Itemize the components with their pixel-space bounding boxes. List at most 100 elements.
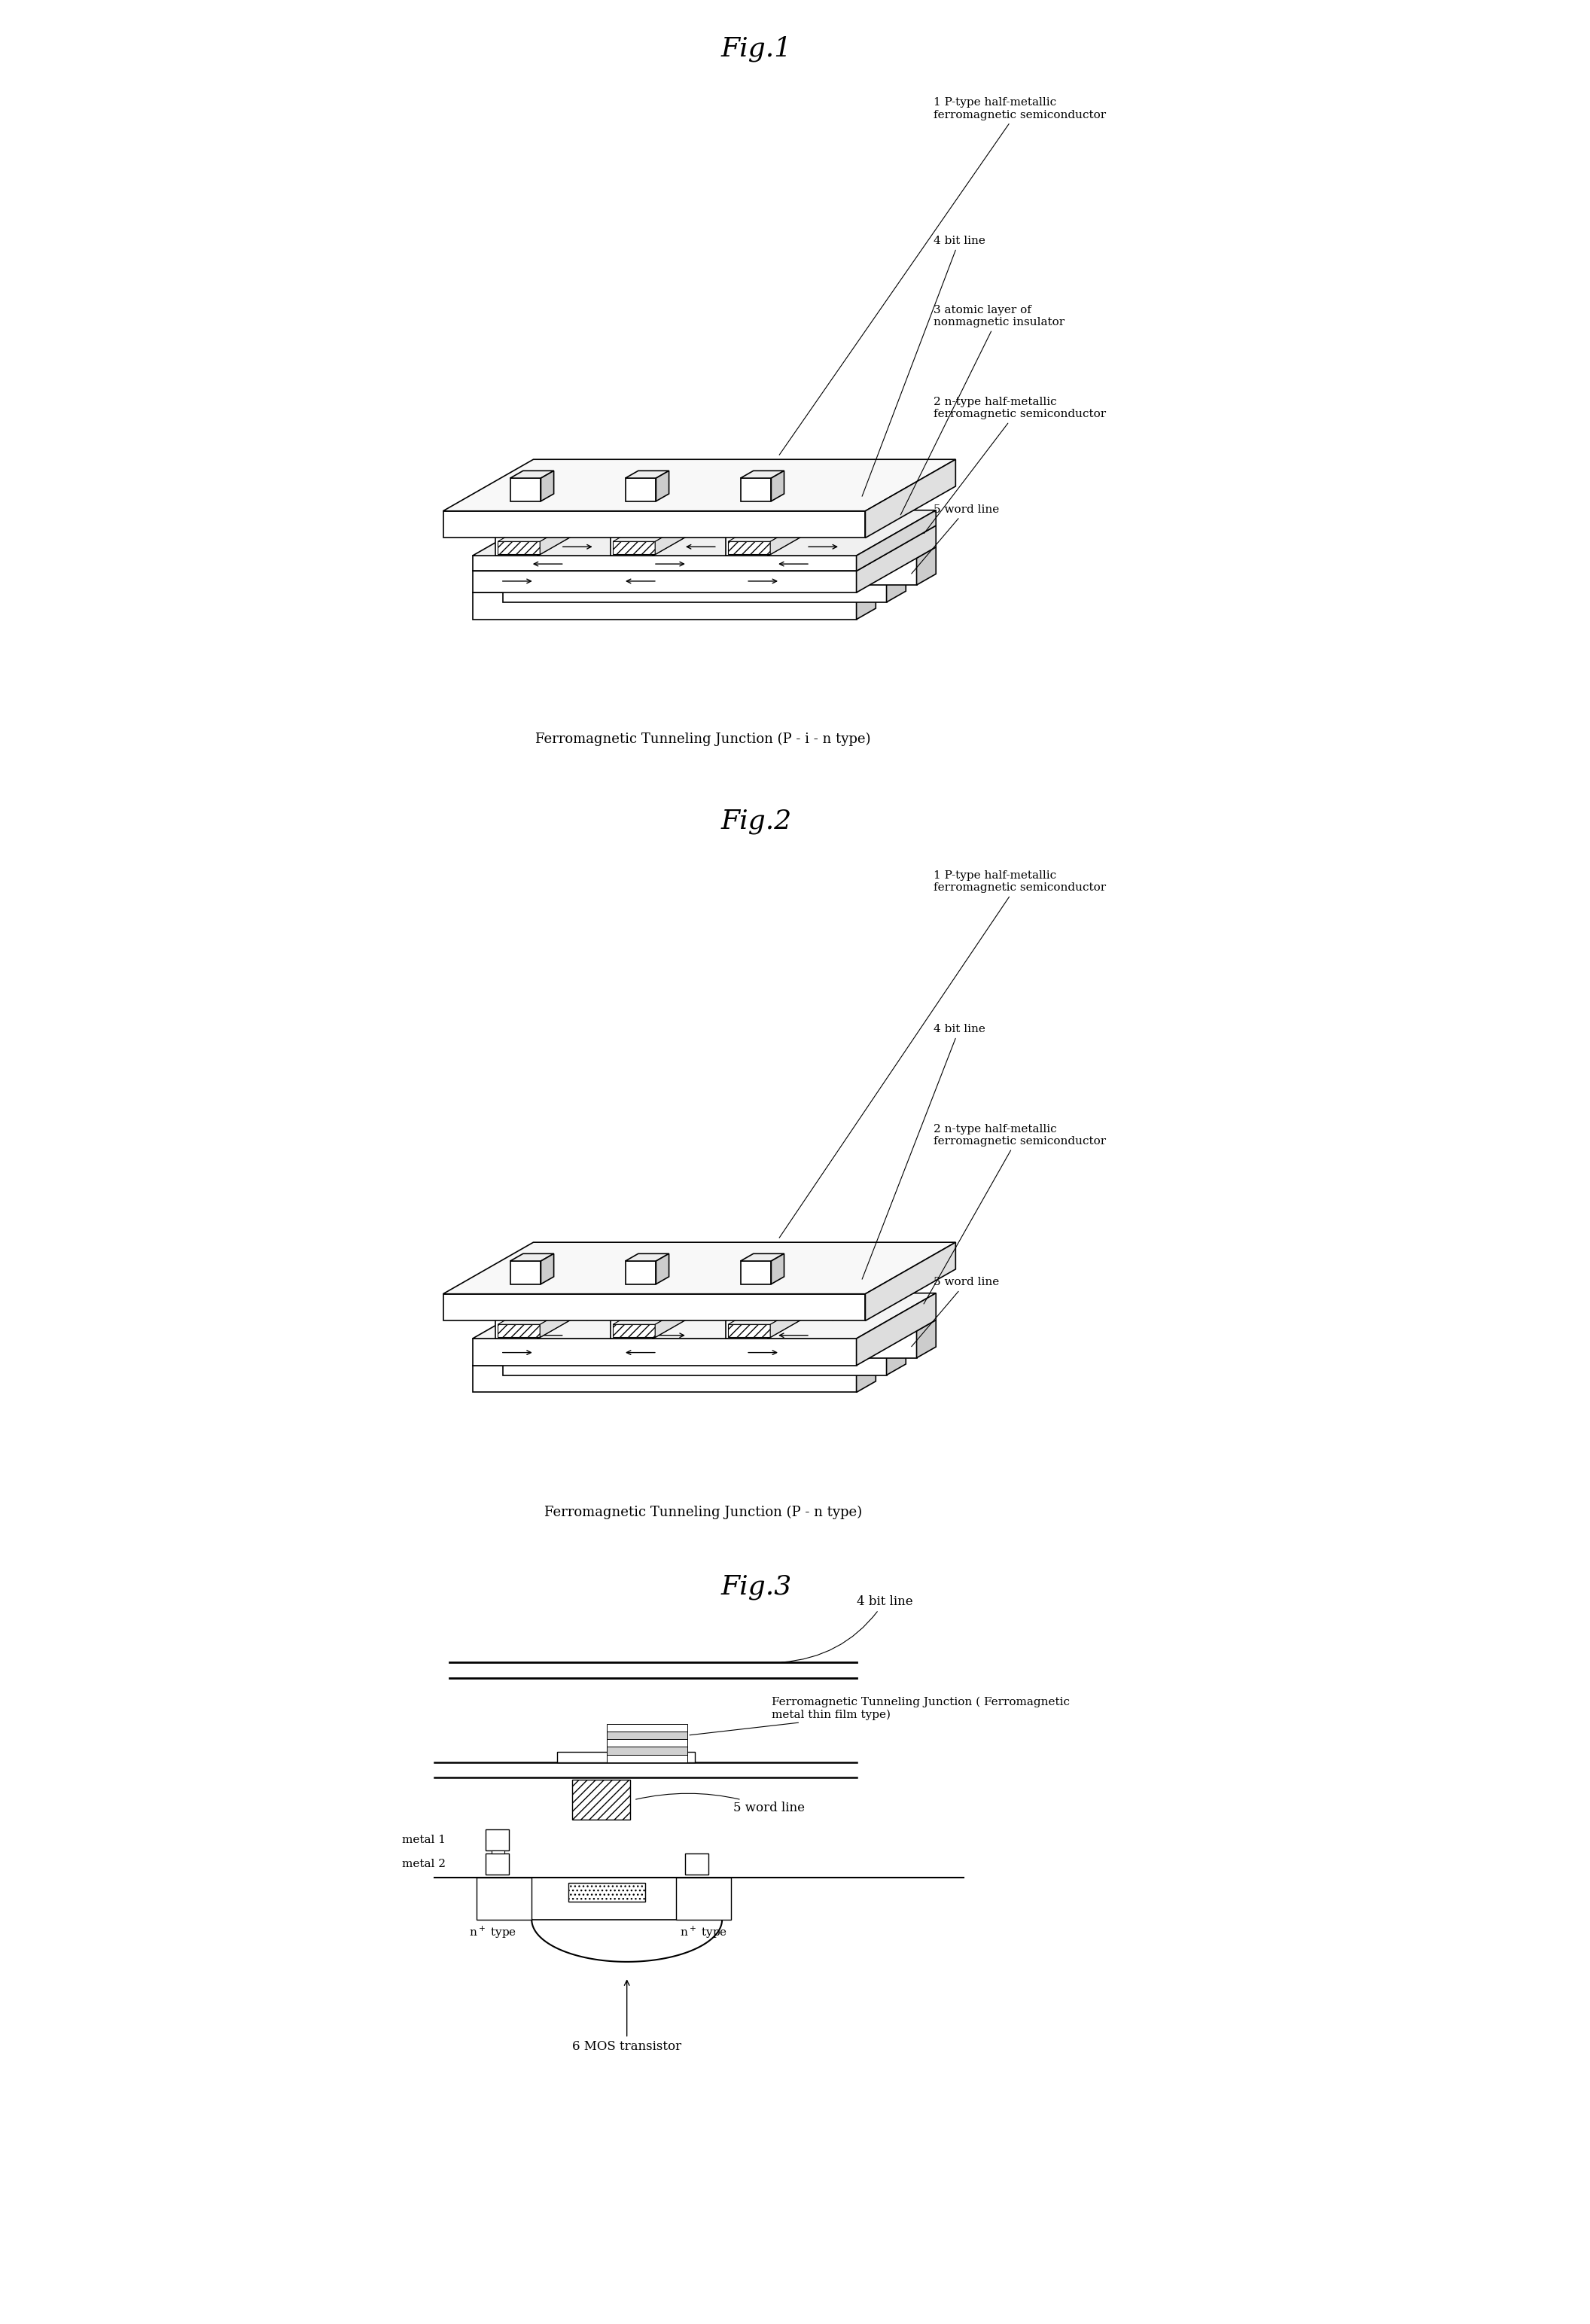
Polygon shape [498,1294,593,1325]
Polygon shape [444,460,956,511]
Polygon shape [444,1243,956,1294]
Text: 1 P-type half-metallic
ferromagnetic semiconductor: 1 P-type half-metallic ferromagnetic sem… [779,98,1105,456]
Polygon shape [728,1294,824,1325]
Bar [477,1878,531,1920]
Text: n$^+$ type: n$^+$ type [681,1924,727,1941]
Polygon shape [510,479,541,502]
Polygon shape [657,1253,669,1285]
Bar [607,1738,687,1748]
Polygon shape [502,1348,887,1376]
Polygon shape [472,581,876,593]
Polygon shape [533,546,937,558]
Text: 4 bit line: 4 bit line [782,1594,913,1662]
Polygon shape [727,535,768,555]
Polygon shape [857,525,937,593]
Polygon shape [916,1320,937,1357]
Text: n$^+$ type: n$^+$ type [469,1924,517,1941]
Polygon shape [887,1336,906,1376]
Polygon shape [498,541,541,555]
Polygon shape [887,565,906,602]
Polygon shape [741,479,771,502]
Polygon shape [771,1253,784,1285]
Text: Ferromagnetic Tunneling Junction ( Ferromagnetic
metal thin film type): Ferromagnetic Tunneling Junction ( Ferro… [690,1697,1070,1736]
Bar [491,1850,504,1855]
Bar [485,1829,509,1850]
Bar [485,1855,509,1873]
Polygon shape [472,1355,876,1367]
Polygon shape [768,1271,847,1339]
Polygon shape [541,1253,553,1285]
Polygon shape [625,1253,669,1262]
Polygon shape [472,1367,857,1392]
Polygon shape [728,511,824,541]
Polygon shape [727,1318,768,1339]
Polygon shape [727,1271,847,1318]
Text: 4 bit line: 4 bit line [862,235,986,497]
Polygon shape [472,555,857,572]
Bar [685,1855,708,1873]
Polygon shape [502,565,906,576]
Text: 4 bit line: 4 bit line [862,1025,986,1278]
Polygon shape [472,1339,857,1367]
Text: Fig.2: Fig.2 [722,809,792,834]
Polygon shape [625,472,669,479]
Polygon shape [498,511,593,541]
Polygon shape [541,1294,593,1336]
Polygon shape [496,1318,537,1339]
Text: 5 word line: 5 word line [636,1794,805,1815]
Text: metal 1: metal 1 [402,1836,445,1845]
Polygon shape [541,472,553,502]
Polygon shape [768,488,847,555]
Bar [607,1731,687,1738]
Text: 5 word line: 5 word line [911,504,999,574]
Text: 1 P-type half-metallic
ferromagnetic semiconductor: 1 P-type half-metallic ferromagnetic sem… [779,869,1105,1239]
Polygon shape [625,479,657,502]
Polygon shape [502,576,887,602]
Polygon shape [496,488,617,535]
Text: 2 n-type half-metallic
ferromagnetic semiconductor: 2 n-type half-metallic ferromagnetic sem… [924,397,1105,535]
Polygon shape [472,525,937,572]
Polygon shape [741,472,784,479]
Polygon shape [611,1271,733,1318]
Polygon shape [865,1243,956,1320]
Polygon shape [657,472,669,502]
Polygon shape [857,1355,876,1392]
Polygon shape [510,472,553,479]
Polygon shape [537,1271,617,1339]
Polygon shape [498,1325,541,1336]
Text: 6 MOS transistor: 6 MOS transistor [572,1980,682,2052]
Polygon shape [612,1325,655,1336]
Polygon shape [611,1318,653,1339]
Polygon shape [612,511,709,541]
Polygon shape [728,1325,770,1336]
Polygon shape [727,488,847,535]
Polygon shape [533,558,916,586]
Polygon shape [655,511,709,555]
Text: Fig.3: Fig.3 [722,1573,792,1599]
Polygon shape [653,1271,733,1339]
Polygon shape [857,581,876,621]
Polygon shape [541,511,593,555]
Bar [607,1755,687,1762]
Polygon shape [444,1294,865,1320]
Polygon shape [510,1262,541,1285]
Polygon shape [916,546,937,586]
Polygon shape [472,572,857,593]
Bar [572,1780,630,1820]
Polygon shape [611,488,733,535]
Text: 3 atomic layer of
nonmagnetic insulator: 3 atomic layer of nonmagnetic insulator [900,304,1064,516]
Polygon shape [533,1320,937,1332]
Text: metal 2: metal 2 [402,1859,445,1868]
Polygon shape [472,511,937,555]
Polygon shape [728,541,770,555]
Polygon shape [537,488,617,555]
Bar [556,1752,695,1762]
Polygon shape [771,472,784,502]
Polygon shape [533,1332,916,1357]
Bar [607,1724,687,1731]
Text: Ferromagnetic Tunneling Junction (P - i - n type): Ferromagnetic Tunneling Junction (P - i … [536,732,871,746]
Polygon shape [496,535,537,555]
Polygon shape [472,593,857,621]
Polygon shape [472,1292,937,1339]
Polygon shape [611,535,653,555]
